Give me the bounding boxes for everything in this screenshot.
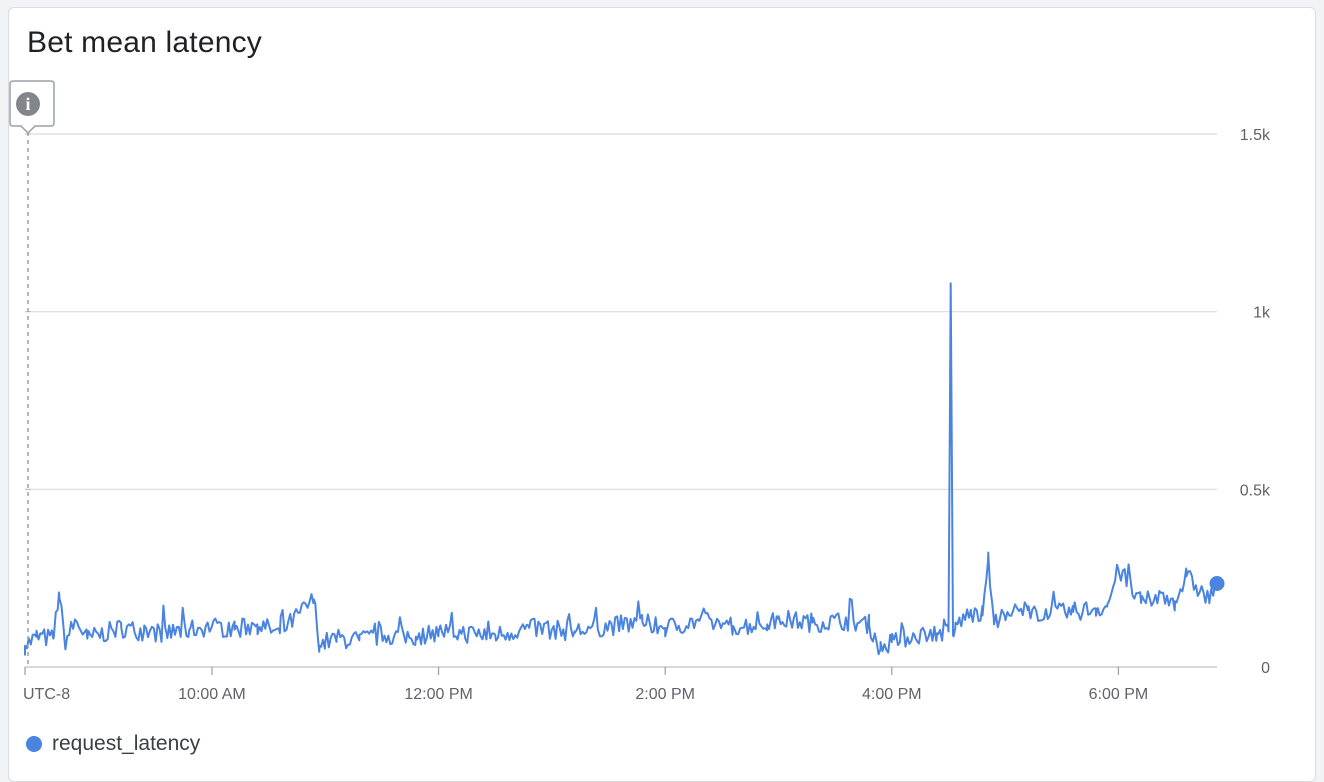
x-tick-label: 12:00 PM [404,686,472,703]
latency-chart: 0 0.5k 1k 1.5k UTC-8 10:00 AM 12:00 PM 2:00 PM… [9,80,1271,703]
y-tick-label: 1.5k [1240,127,1271,144]
x-axis: UTC-8 10:00 AM 12:00 PM 2:00 PM 4:00 PM 6:00 … [23,667,1148,703]
x-tick-label: 4:00 PM [862,686,922,703]
series-layer [24,282,1218,656]
y-tick-label: 0.5k [1240,482,1271,499]
chart-card: Bet mean latency 0 0.5k 1k 1.5k UTC-8 10:00 … [8,7,1316,782]
legend-series-label: request_latency [52,732,201,755]
chart-title: Bet mean latency [27,26,262,59]
info-icon [16,92,40,116]
legend-series-dot [26,736,42,752]
y-tick-label: 1k [1253,305,1271,322]
legend[interactable]: request_latency [26,732,200,756]
x-tick-label: 6:00 PM [1089,686,1149,703]
timezone-label: UTC-8 [23,686,70,703]
last-value-marker [1209,575,1225,591]
series-line-request-latency [24,282,1218,656]
y-tick-label: 0 [1261,660,1270,677]
x-tick-label: 2:00 PM [635,686,695,703]
marker-layer [1209,575,1225,591]
info-marker[interactable]: i [9,80,55,667]
info-icon-glyph: i [25,94,30,114]
grid-layer: 0 0.5k 1k 1.5k [25,127,1271,677]
x-tick-label: 10:00 AM [178,686,246,703]
